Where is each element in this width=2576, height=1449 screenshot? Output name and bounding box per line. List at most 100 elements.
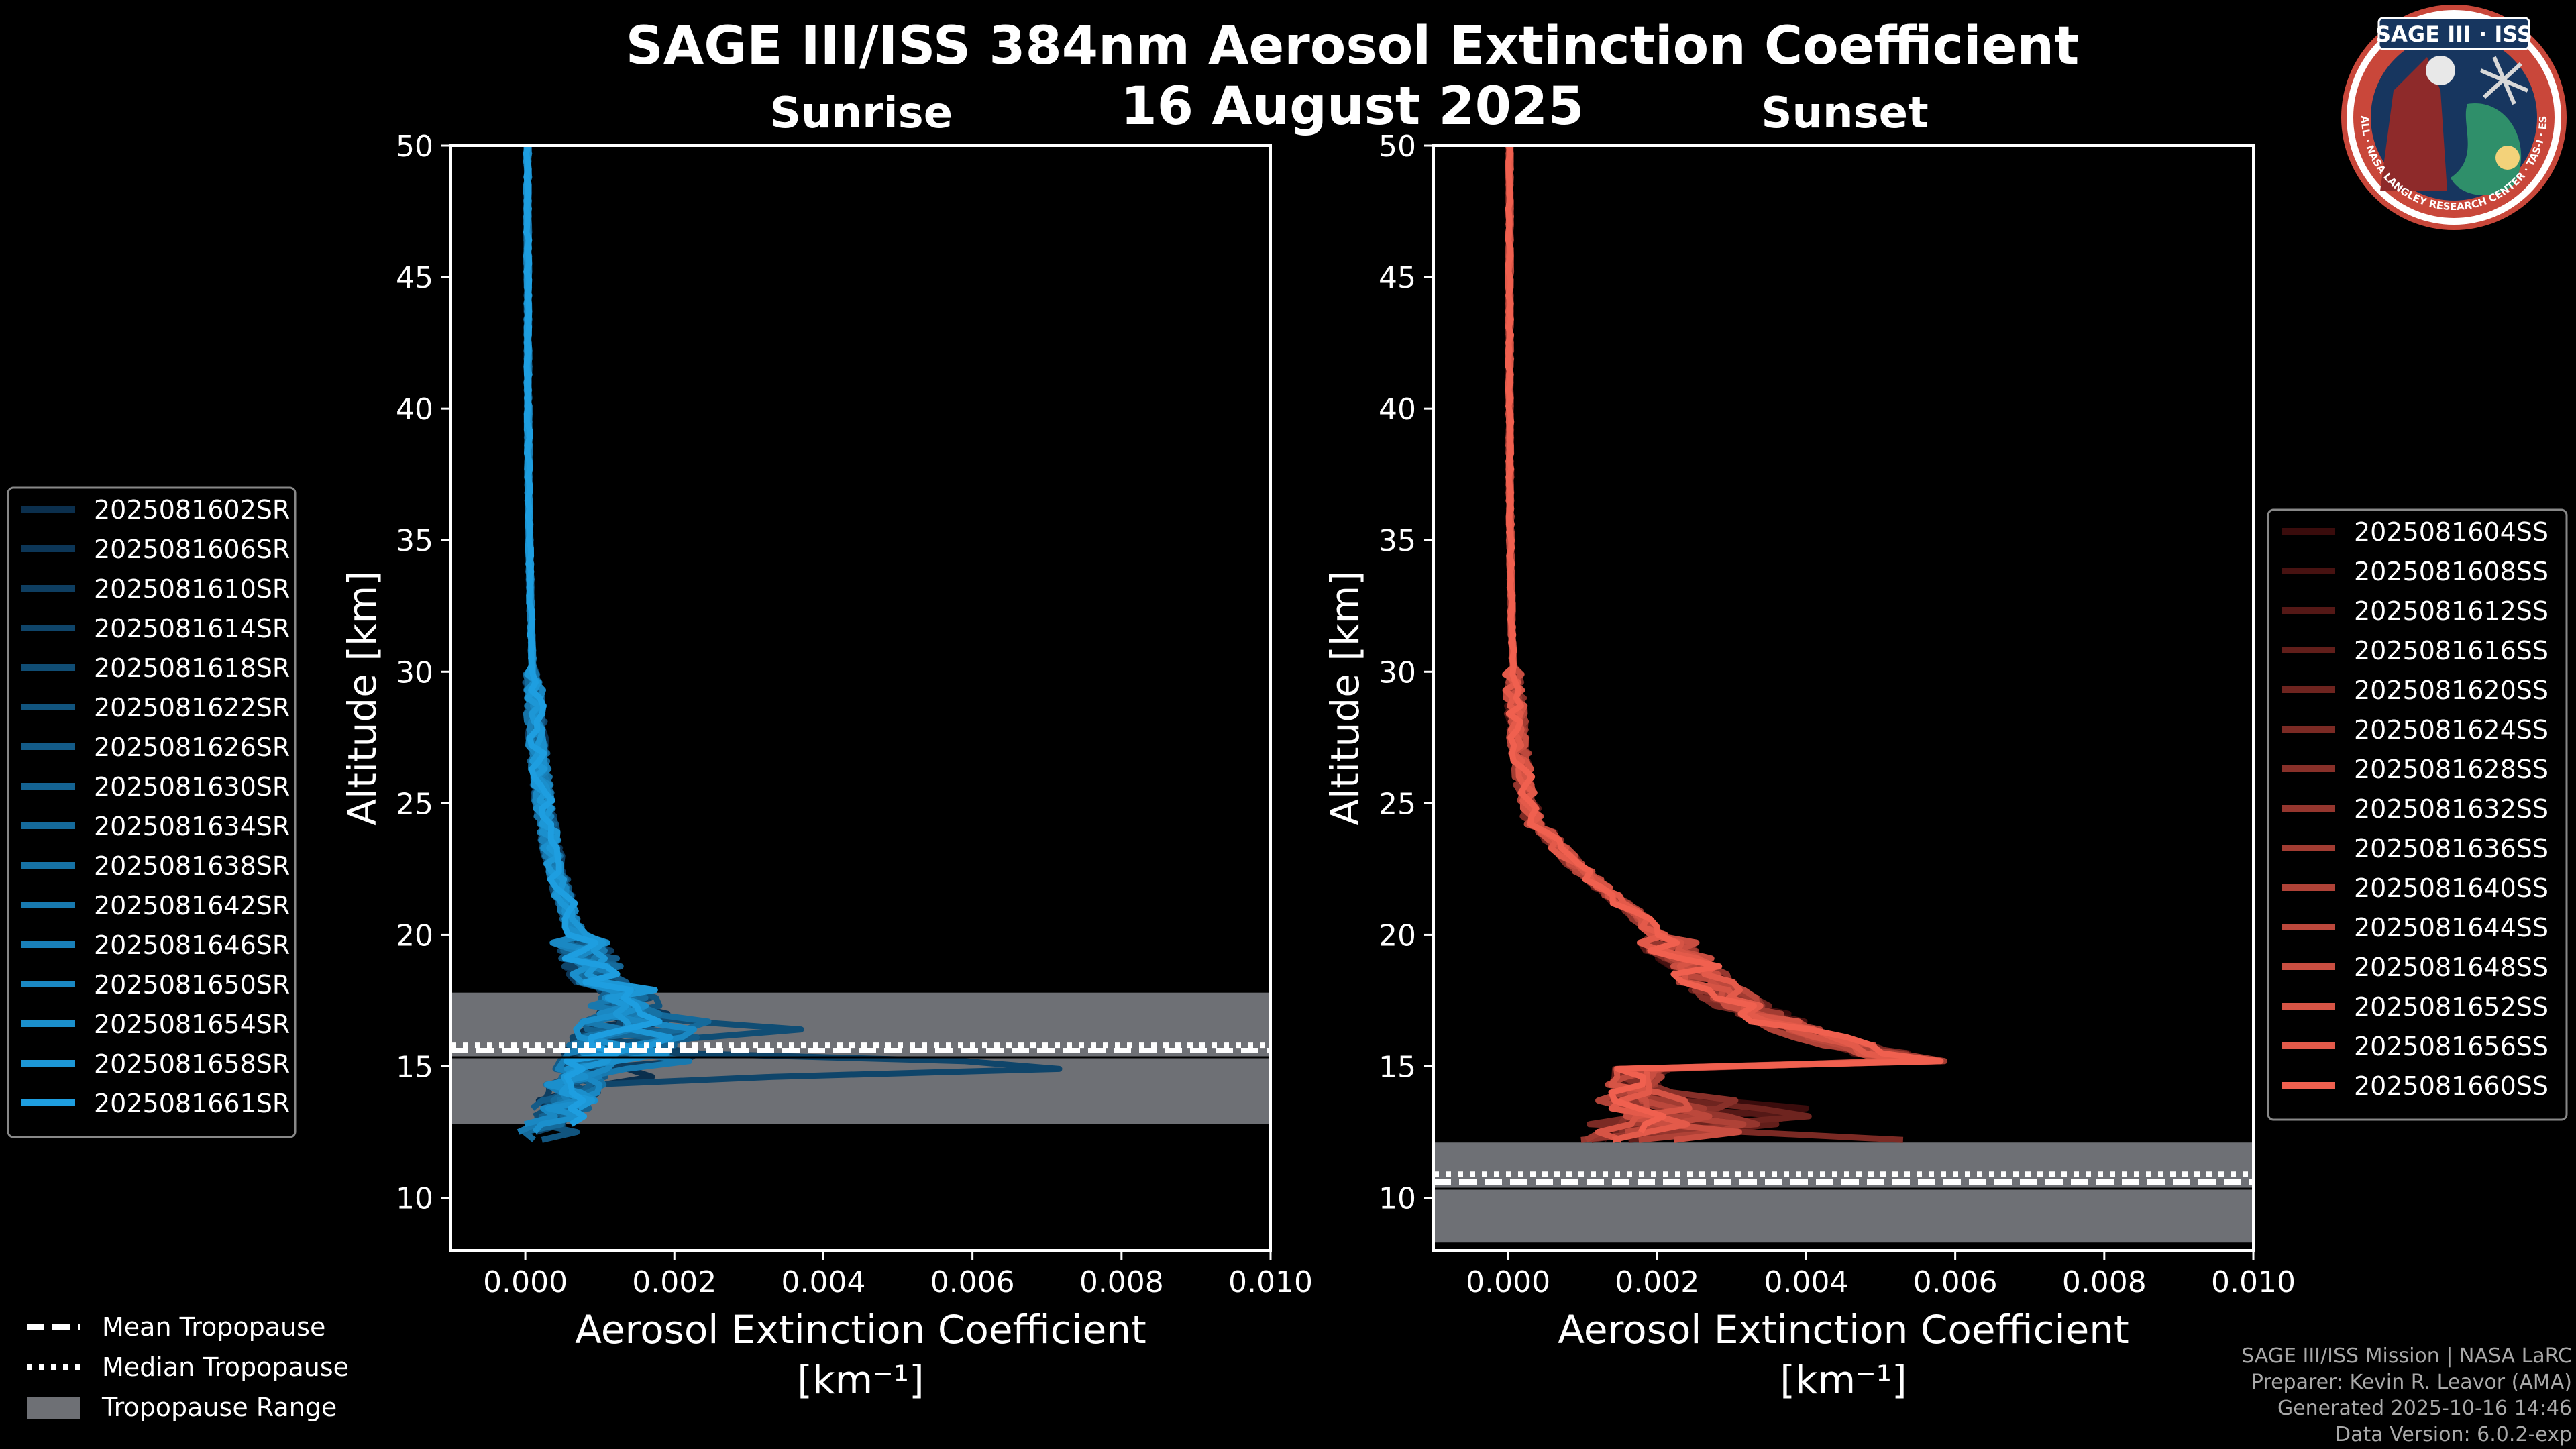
sunset-plot: 0.000 0.002 0.004 0.006 0.008 0.010 10 15 20 25 30… [1322, 129, 2296, 1403]
y-tick-label: 50 [1379, 129, 1416, 164]
legend-frame [7, 486, 297, 1138]
x-tick-label: 0.004 [1764, 1265, 1848, 1299]
mean-tropopause-label: Mean Tropopause [102, 1312, 325, 1342]
y-tick-label: 35 [1379, 524, 1416, 558]
y-tick-label: 35 [396, 524, 433, 558]
legend-label: 2025081642SR [94, 891, 290, 920]
x-axis-units: [km⁻¹] [797, 1357, 924, 1403]
legend-label: 2025081606SR [94, 535, 290, 564]
x-tick-label: 0.010 [1228, 1265, 1313, 1299]
y-axis-label: Altitude [km] [1322, 570, 1368, 825]
legend-label: 2025081602SR [94, 495, 290, 525]
legend-label: 2025081660SS [2354, 1071, 2548, 1101]
legend-label: 2025081658SR [94, 1049, 290, 1079]
median-tropopause-label: Median Tropopause [102, 1352, 349, 1382]
legend-label: 2025081661SR [94, 1089, 290, 1118]
sage-iii-iss-logo: SAGE III · ISS BALL · NASA LANGLEY RESEA… [2341, 5, 2567, 230]
x-tick-label: 0.010 [2211, 1265, 2296, 1299]
x-tick-label: 0.004 [781, 1265, 865, 1299]
iss-station-icon [2479, 56, 2529, 105]
profile-lines [1502, 146, 1948, 1143]
y-tick-label: 15 [396, 1051, 433, 1085]
footer-data-version: Data Version: 6.0.2-exp [2334, 1423, 2572, 1446]
legend-label: 2025081654SR [94, 1010, 290, 1039]
x-tick-label: 0.002 [1615, 1265, 1699, 1299]
moon-icon [2426, 56, 2455, 85]
tropopause-legend: Mean Tropopause Median Tropopause Tropop… [27, 1312, 349, 1422]
legend-label: 2025081610SR [94, 574, 290, 604]
sunrise-legend: 2025081602SR 2025081606SR 2025081610SR 2025… [7, 486, 297, 1138]
y-tick-label: 30 [1379, 655, 1416, 690]
profile-line-2025081660SS [1505, 146, 1944, 1134]
x-tick-label: 0.000 [483, 1265, 568, 1299]
x-axis-label: Aerosol Extinction Coefficient [1558, 1307, 2129, 1352]
legend-label: 2025081604SS [2354, 517, 2548, 547]
x-tick-label: 0.002 [632, 1265, 716, 1299]
legend-label: 2025081644SS [2354, 913, 2548, 943]
x-axis-label: Aerosol Extinction Coefficient [575, 1307, 1146, 1352]
footer-preparer: Preparer: Kevin R. Leavor (AMA) [2251, 1371, 2572, 1394]
y-tick-label: 25 [1379, 787, 1416, 821]
legend-label: 2025081650SR [94, 970, 290, 1000]
x-tick-label: 0.008 [2062, 1265, 2147, 1299]
legend-label: 2025081624SS [2354, 715, 2548, 745]
x-tick-label: 0.006 [1913, 1265, 1998, 1299]
y-tick-label: 20 [1379, 918, 1416, 953]
footer-mission: SAGE III/ISS Mission | NASA LaRC [2241, 1344, 2572, 1368]
tropopause-range-band [1434, 1142, 2253, 1243]
x-tick-label: 0.006 [930, 1265, 1015, 1299]
legend-label: 2025081640SS [2354, 873, 2548, 903]
legend-label: 2025081632SS [2354, 794, 2548, 824]
y-axis-label: Altitude [km] [339, 570, 385, 825]
y-tick-label: 40 [396, 392, 433, 427]
footer-generated: Generated 2025-10-16 14:46 [2277, 1397, 2572, 1420]
legend-label: 2025081622SR [94, 693, 290, 722]
legend-label: 2025081648SS [2354, 953, 2548, 982]
legend-frame [2267, 508, 2568, 1121]
y-tick-label: 45 [396, 261, 433, 295]
legend-label: 2025081626SR [94, 733, 290, 762]
x-axis-units: [km⁻¹] [1780, 1357, 1907, 1403]
sunrise-panel-title: Sunrise [770, 89, 953, 138]
y-tick-label: 15 [1379, 1051, 1416, 1085]
plot-frame [449, 144, 1272, 1252]
footer-credits: SAGE III/ISS Mission | NASA LaRC Prepare… [2241, 1343, 2572, 1448]
legend-label: 2025081612SS [2354, 596, 2548, 626]
wizard-figure-icon [2380, 57, 2447, 191]
sunrise-plot: 0.000 0.002 0.004 0.006 0.008 0.010 10 15 20 25 30… [339, 129, 1313, 1403]
legend-label: 2025081628SS [2354, 755, 2548, 784]
legend-label: 2025081618SR [94, 653, 290, 683]
legend-label: 2025081614SR [94, 614, 290, 643]
y-tick-label: 40 [1379, 392, 1416, 427]
legend-label: 2025081638SR [94, 851, 290, 881]
legend-label: 2025081616SS [2354, 636, 2548, 665]
legend-label: 2025081652SS [2354, 992, 2548, 1022]
figure-title: SAGE III/ISS 384nm Aerosol Extinction Co… [626, 16, 2080, 76]
earth-globe-icon [2451, 103, 2522, 196]
plot-frame [1432, 144, 2255, 1252]
tropopause-range-swatch [27, 1397, 80, 1419]
legend-label: 2025081656SS [2354, 1032, 2548, 1061]
legend-label: 2025081620SS [2354, 676, 2548, 705]
y-tick-label: 10 [396, 1182, 433, 1216]
legend-label: 2025081646SR [94, 930, 290, 960]
profile-lines [517, 146, 1063, 1143]
y-tick-label: 25 [396, 787, 433, 821]
y-tick-label: 30 [396, 655, 433, 690]
tropopause-range-label: Tropopause Range [101, 1393, 337, 1422]
y-tick-label: 20 [396, 918, 433, 953]
legend-label: 2025081630SR [94, 772, 290, 802]
sunset-panel-title: Sunset [1761, 89, 1928, 138]
x-tick-label: 0.000 [1466, 1265, 1550, 1299]
figure-date: 16 August 2025 [1121, 76, 1585, 137]
y-tick-label: 45 [1379, 261, 1416, 295]
legend-label: 2025081608SS [2354, 557, 2548, 586]
sunset-legend: 2025081604SS 2025081608SS 2025081612SS 2025… [2267, 508, 2568, 1121]
y-tick-label: 50 [396, 129, 433, 164]
legend-label: 2025081636SS [2354, 834, 2548, 863]
x-tick-label: 0.008 [1079, 1265, 1164, 1299]
profile-line-2025081661SR [523, 146, 663, 1127]
logo-title: SAGE III · ISS [2375, 21, 2532, 47]
legend-label: 2025081634SR [94, 812, 290, 841]
